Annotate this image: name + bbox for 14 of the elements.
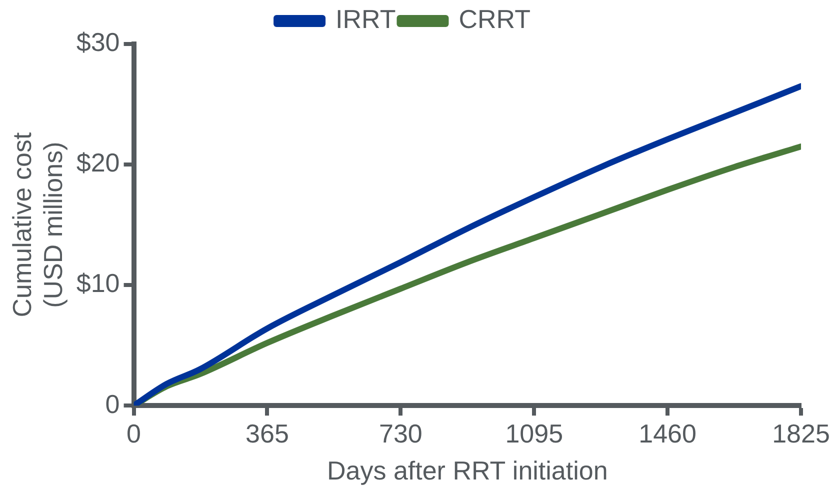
x-tick-label: 0 bbox=[126, 418, 142, 448]
y-tick-label: $10 bbox=[76, 268, 120, 298]
y-axis-title: Cumulative cost (USD millions) bbox=[6, 132, 68, 318]
x-tick-label: 1825 bbox=[772, 418, 830, 448]
x-tick-label: 730 bbox=[378, 418, 422, 448]
legend-label: IRRT bbox=[336, 4, 396, 34]
legend-label: CRRT bbox=[458, 4, 531, 34]
y-tick-label: $20 bbox=[76, 148, 120, 178]
x-axis-title: Days after RRT initiation bbox=[326, 456, 608, 486]
x-tick-label: 365 bbox=[246, 418, 289, 448]
x-tick-label: 1460 bbox=[638, 418, 696, 448]
y-tick-label: 0 bbox=[105, 388, 120, 419]
x-tick-label: 1095 bbox=[505, 418, 564, 448]
y-tick-label: $30 bbox=[76, 27, 120, 58]
